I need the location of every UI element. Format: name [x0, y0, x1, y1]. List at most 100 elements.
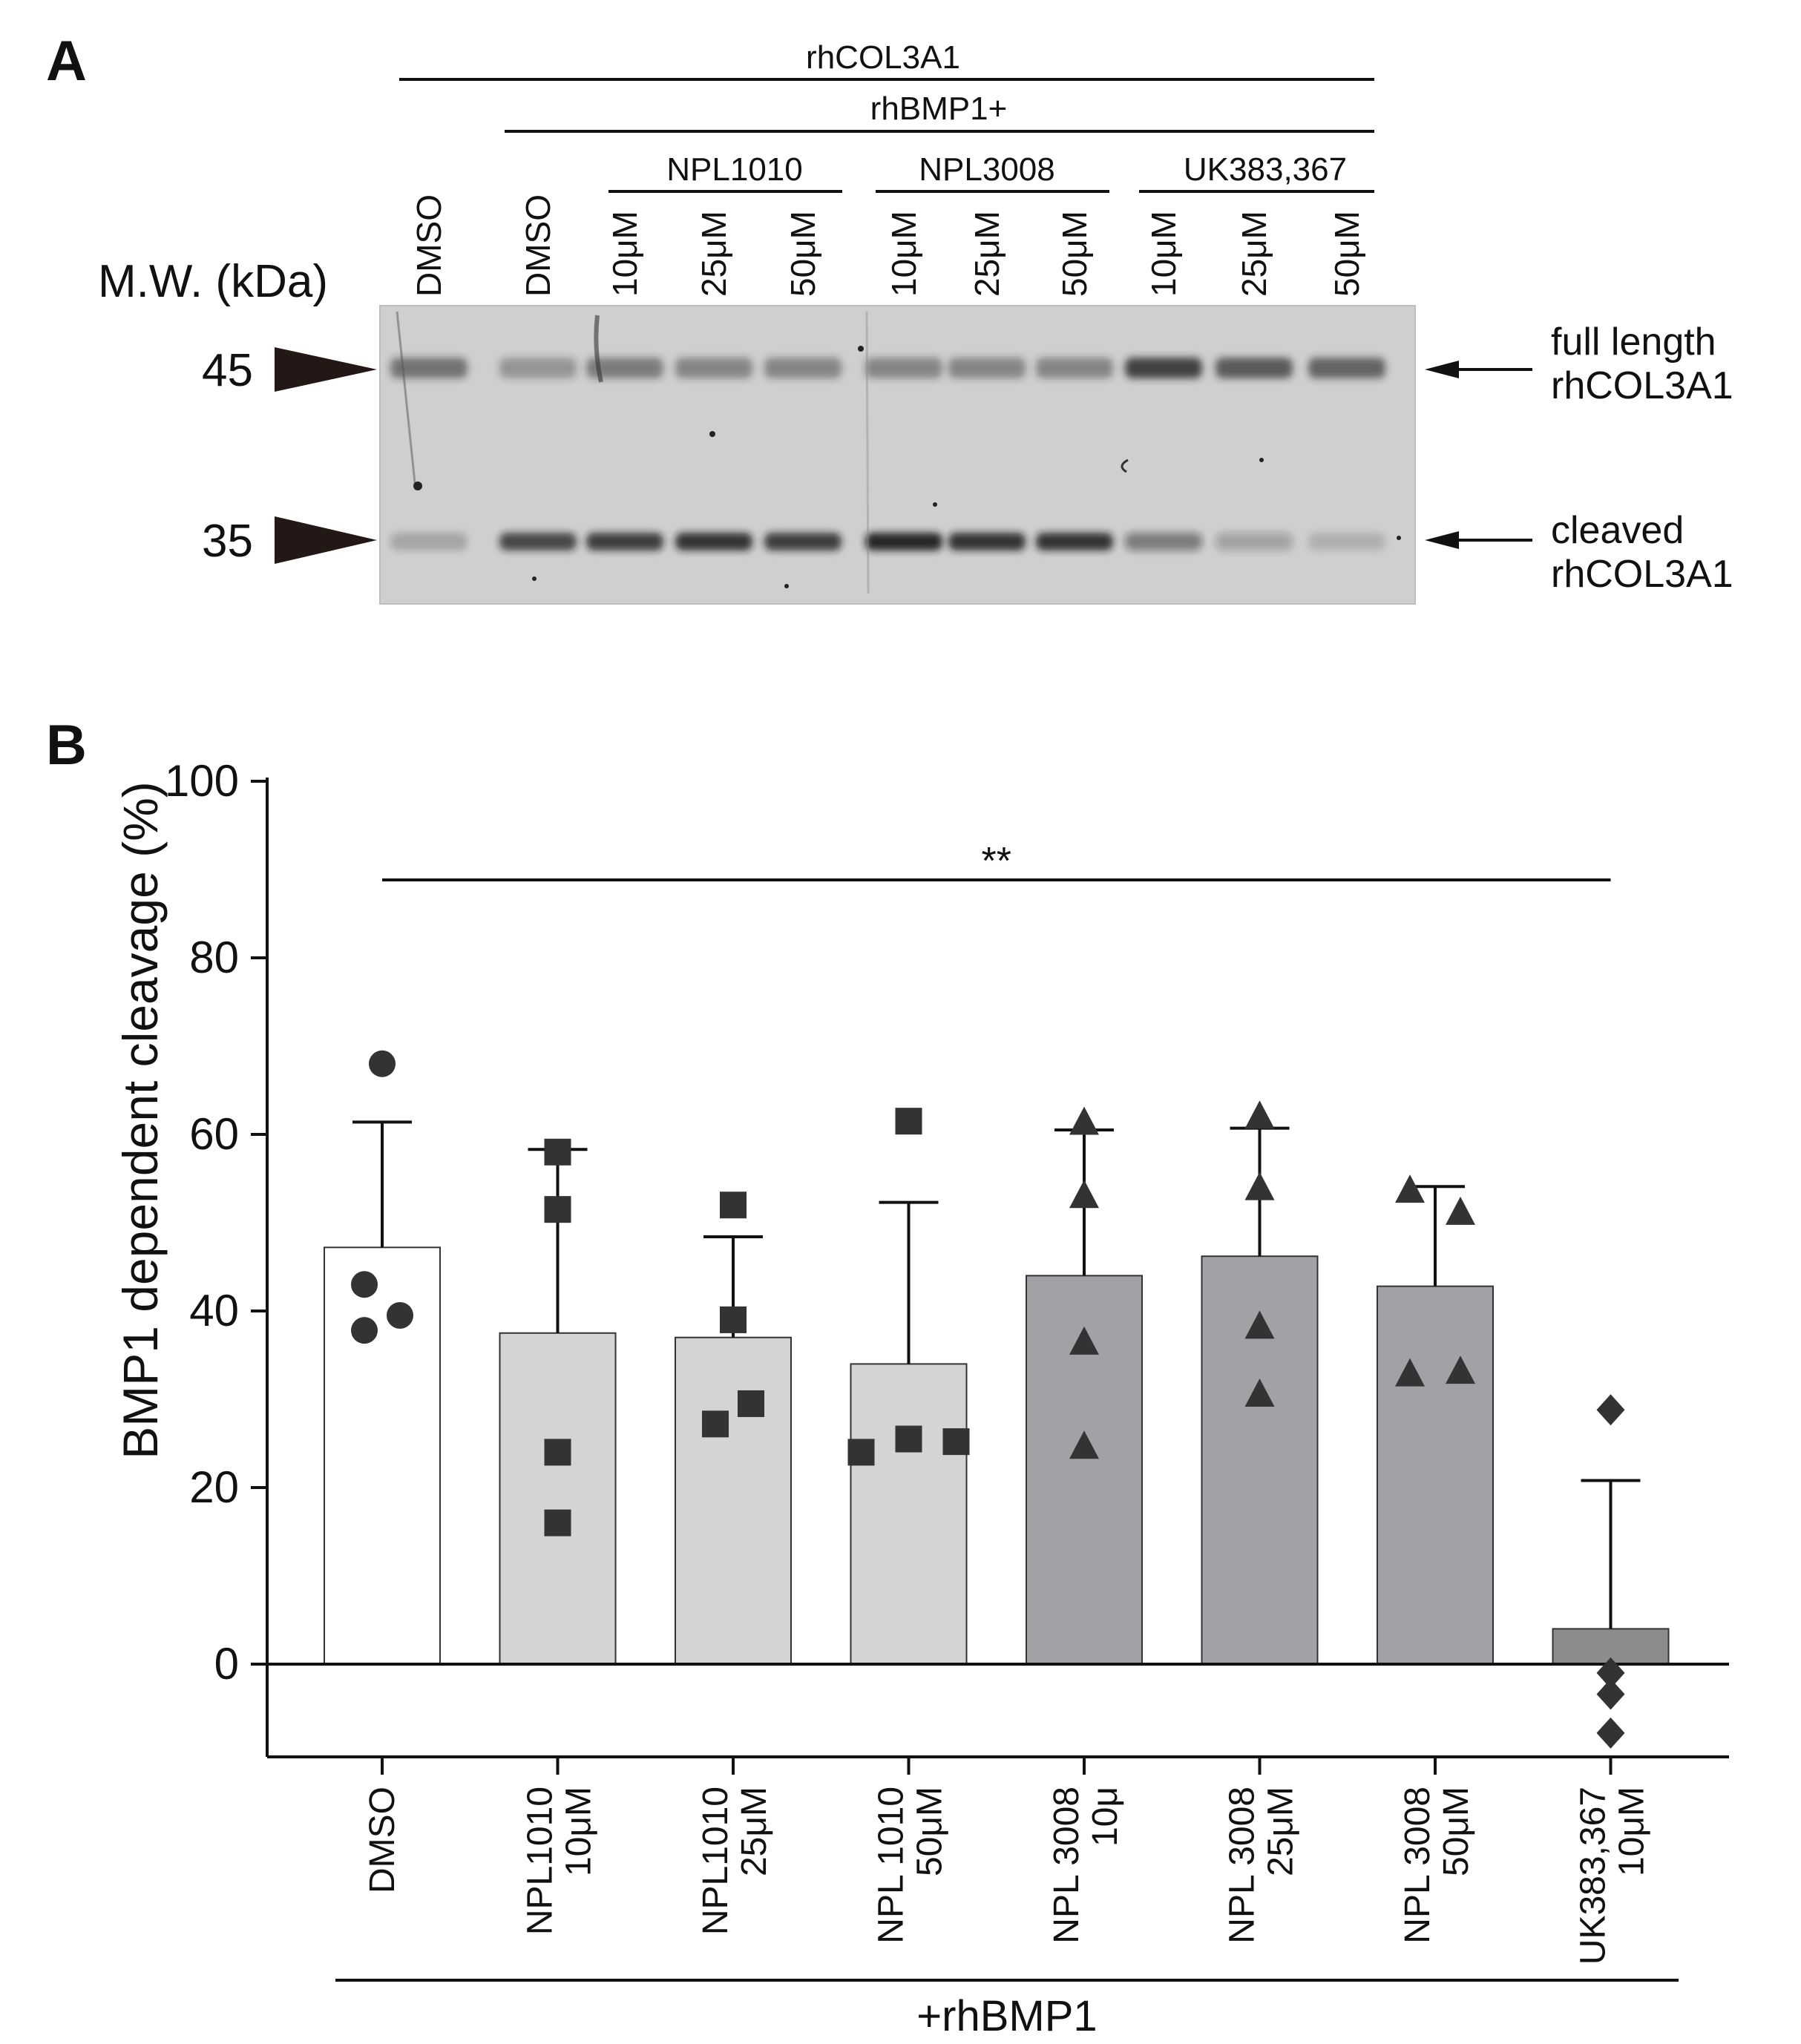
data-point	[1244, 1100, 1275, 1129]
band-full-length	[1216, 358, 1293, 378]
band-full-length	[390, 358, 468, 378]
data-point	[738, 1390, 764, 1417]
data-point	[720, 1192, 747, 1219]
panel-a: A rhCOL3A1 rhBMP1+ NPL1010 NPL3008 UK383…	[46, 30, 1733, 605]
gel-streak	[594, 315, 603, 383]
data-point	[847, 1439, 875, 1466]
band-cleaved	[1216, 533, 1293, 551]
panel-a-label: A	[46, 30, 87, 93]
y-tick-label: 60	[189, 1109, 239, 1159]
y-tick-label: 0	[214, 1639, 239, 1689]
data-point	[702, 1410, 729, 1438]
x-category-label-line1: NPL1010	[696, 1787, 735, 1935]
data-point	[351, 1317, 378, 1344]
data-point	[895, 1108, 922, 1135]
gel-speck	[413, 482, 422, 490]
lane-label: 25μM	[968, 211, 1006, 297]
data-point	[351, 1271, 378, 1298]
header-rhbmp1: rhBMP1+	[870, 91, 1008, 127]
gel-artifacts	[396, 311, 1401, 594]
marker-45-label: 45	[202, 345, 253, 396]
x-category-label-line1: NPL 3008	[1047, 1787, 1086, 1944]
data-point	[1069, 1430, 1099, 1459]
data-point	[544, 1439, 571, 1466]
data-points	[351, 1050, 1625, 1749]
cleaved-label-line1: cleaved	[1551, 509, 1684, 552]
data-point	[1446, 1355, 1475, 1384]
group-label-npl3008: NPL3008	[919, 151, 1054, 188]
panel-b-label: B	[46, 714, 87, 777]
full-length-arrowhead	[1425, 361, 1459, 378]
data-point	[1395, 1358, 1425, 1387]
x-category-label-line2: 10μ	[1086, 1787, 1125, 1847]
x-category-label-line1: DMSO	[363, 1787, 402, 1893]
gel-speck	[532, 576, 537, 581]
band-full-length	[865, 358, 942, 378]
data-point	[720, 1306, 747, 1333]
gel-speck	[933, 502, 937, 507]
data-point	[544, 1196, 571, 1223]
x-category-label: NPL 3008 50μM	[1398, 1787, 1476, 1944]
bar	[850, 1363, 968, 1666]
x-category-label-line1: NPL1010	[521, 1787, 560, 1935]
band-cleaved	[1036, 533, 1113, 551]
y-tick-label: 100	[165, 756, 239, 806]
mw-title: M.W. (kDa)	[98, 256, 328, 307]
x-category-label: NPL1010 25μM	[696, 1787, 774, 1935]
data-point	[544, 1509, 571, 1537]
lane-label: 10μM	[885, 211, 923, 297]
x-category-labels: DMSO NPL1010 10μM NPL1010 25μM NPL 1010 50μM NP…	[363, 1787, 1652, 1965]
gel-speck	[1121, 459, 1129, 473]
gel-speck	[858, 346, 864, 352]
bar	[675, 1336, 792, 1665]
data-point	[1596, 1717, 1625, 1749]
lane-label: 50μM	[784, 211, 822, 297]
y-axis-label: BMP1 dependent cleavage (%)	[113, 781, 168, 1459]
band-full-length	[1125, 358, 1202, 378]
band-full-length	[499, 358, 577, 378]
data-point	[895, 1425, 922, 1453]
full-length-label-line1: full length	[1551, 321, 1716, 364]
x-category-label-line2: 50μM	[911, 1787, 950, 1876]
x-axis-group-label: +rhBMP1	[916, 1992, 1097, 2040]
data-point	[1069, 1180, 1099, 1209]
data-point	[1596, 1657, 1625, 1689]
gel-bands	[390, 358, 1385, 551]
lane-label: 50μM	[1328, 211, 1366, 297]
lane-label: 50μM	[1055, 211, 1094, 297]
gel-streak	[396, 311, 417, 490]
band-cleaved	[499, 533, 577, 551]
x-category-label-line2: 10μM	[1613, 1787, 1652, 1876]
x-category-label: DMSO	[363, 1787, 402, 1893]
band-cleaved	[675, 533, 752, 551]
panel-b: B BMP1 dependent cleavage (%) 0 20 40 60 80 1…	[46, 714, 1729, 2040]
y-tick-label: 40	[189, 1286, 239, 1335]
gel-background	[380, 306, 1415, 604]
cleaved-label-line2: rhCOL3A1	[1551, 553, 1733, 596]
band-cleaved	[1308, 533, 1385, 551]
bars	[324, 1246, 1670, 1666]
lane-label: DMSO	[519, 194, 557, 297]
marker-45-arrowhead	[275, 347, 377, 392]
lane-label: 10μM	[1144, 211, 1183, 297]
group-label-npl1010: NPL1010	[666, 151, 802, 188]
lane-labels: DMSO DMSO 10μM 25μM 50μM 10μM 25μM 50μM 10μM 25μM…	[410, 194, 1366, 297]
x-category-label-line1: NPL 1010	[872, 1787, 911, 1944]
x-category-label-line1: NPL 3008	[1223, 1787, 1262, 1944]
data-point	[1069, 1326, 1099, 1355]
band-full-length	[948, 358, 1026, 378]
header-rhcol3a1: rhCOL3A1	[806, 39, 960, 76]
x-category-label-line2: 10μM	[560, 1787, 599, 1876]
gel-blot	[379, 305, 1416, 605]
x-category-label-line1: UK383,367	[1574, 1787, 1613, 1965]
band-cleaved	[1125, 533, 1202, 551]
lane-label: 25μM	[1235, 211, 1273, 297]
data-point	[1395, 1174, 1425, 1203]
gel-speck	[709, 431, 715, 437]
data-point	[1069, 1106, 1099, 1135]
y-tick-label: 80	[189, 933, 239, 982]
lane-label: 25μM	[695, 211, 733, 297]
band-cleaved	[390, 533, 468, 551]
y-ticks: 0 20 40 60 80 100	[165, 756, 267, 1689]
